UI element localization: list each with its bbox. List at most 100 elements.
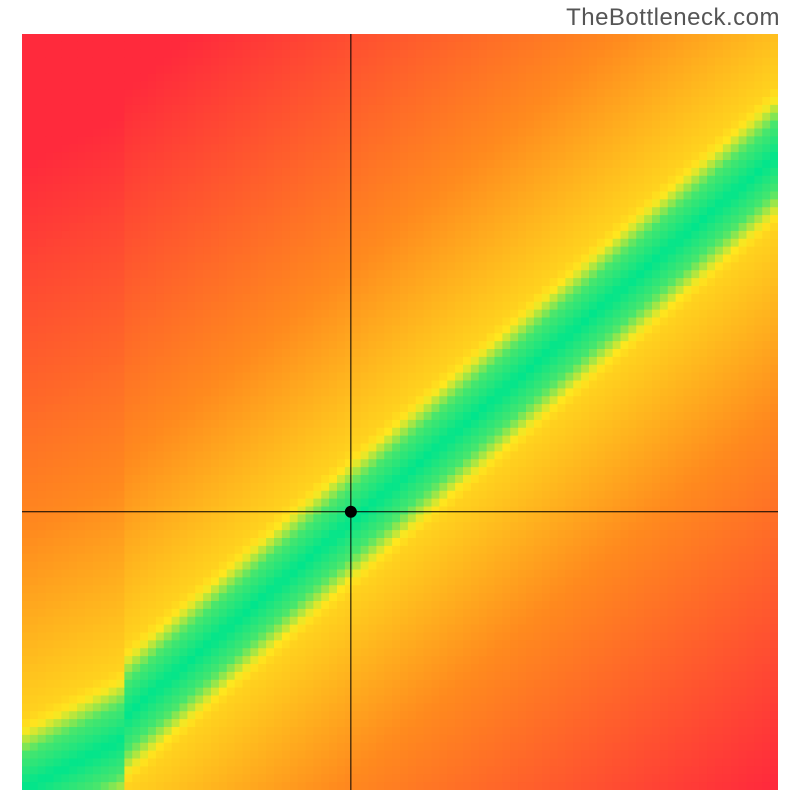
heatmap-cell: [770, 231, 778, 239]
heatmap-cell: [180, 81, 188, 89]
heatmap-cell: [298, 262, 306, 270]
heatmap-cell: [542, 262, 550, 270]
heatmap-cell: [400, 113, 408, 121]
heatmap-cell: [77, 341, 85, 349]
heatmap-cell: [243, 136, 251, 144]
heatmap-cell: [361, 121, 369, 129]
heatmap-cell: [274, 81, 282, 89]
heatmap-cell: [605, 129, 613, 137]
heatmap-cell: [518, 373, 526, 381]
heatmap-cell: [313, 373, 321, 381]
heatmap-cell: [526, 129, 534, 137]
heatmap-cell: [211, 262, 219, 270]
heatmap-cell: [542, 152, 550, 160]
heatmap-cell: [392, 333, 400, 341]
heatmap-cell: [747, 144, 755, 152]
heatmap-cell: [101, 231, 109, 239]
heatmap-cell: [762, 81, 770, 89]
heatmap-cell: [644, 310, 652, 318]
heatmap-cell: [376, 89, 384, 97]
heatmap-cell: [38, 231, 46, 239]
heatmap-cell: [534, 223, 542, 231]
heatmap-cell: [180, 381, 188, 389]
heatmap-cell: [762, 105, 770, 113]
heatmap-cell: [69, 152, 77, 160]
heatmap-cell: [699, 428, 707, 436]
heatmap-cell: [124, 247, 132, 255]
heatmap-cell: [282, 294, 290, 302]
heatmap-cell: [565, 341, 573, 349]
heatmap-cell: [376, 231, 384, 239]
heatmap-cell: [715, 436, 723, 444]
heatmap-cell: [597, 144, 605, 152]
heatmap-cell: [384, 215, 392, 223]
heatmap-cell: [487, 388, 495, 396]
heatmap-cell: [534, 231, 542, 239]
heatmap-cell: [203, 168, 211, 176]
heatmap-cell: [109, 262, 117, 270]
heatmap-cell: [54, 231, 62, 239]
heatmap-cell: [502, 199, 510, 207]
heatmap-cell: [699, 66, 707, 74]
heatmap-cell: [432, 373, 440, 381]
heatmap-cell: [69, 34, 77, 42]
heatmap-cell: [691, 278, 699, 286]
heatmap-cell: [211, 396, 219, 404]
heatmap-cell: [534, 318, 542, 326]
heatmap-cell: [597, 89, 605, 97]
heatmap-cell: [565, 168, 573, 176]
heatmap-cell: [565, 318, 573, 326]
heatmap-cell: [668, 349, 676, 357]
heatmap-cell: [353, 325, 361, 333]
heatmap-cell: [613, 412, 621, 420]
heatmap-cell: [455, 262, 463, 270]
heatmap-cell: [542, 436, 550, 444]
heatmap-cell: [156, 58, 164, 66]
heatmap-cell: [22, 184, 30, 192]
heatmap-cell: [518, 396, 526, 404]
heatmap-cell: [739, 231, 747, 239]
heatmap-cell: [660, 152, 668, 160]
heatmap-cell: [345, 168, 353, 176]
heatmap-cell: [140, 160, 148, 168]
heatmap-cell: [597, 404, 605, 412]
heatmap-cell: [140, 286, 148, 294]
heatmap-cell: [235, 255, 243, 263]
heatmap-cell: [739, 325, 747, 333]
heatmap-cell: [369, 436, 377, 444]
heatmap-cell: [621, 381, 629, 389]
heatmap-cell: [597, 286, 605, 294]
heatmap-cell: [369, 50, 377, 58]
heatmap-cell: [329, 176, 337, 184]
heatmap-cell: [61, 286, 69, 294]
heatmap-cell: [361, 105, 369, 113]
heatmap-cell: [495, 192, 503, 200]
heatmap-cell: [581, 176, 589, 184]
heatmap-cell: [313, 349, 321, 357]
heatmap-cell: [558, 349, 566, 357]
heatmap-cell: [101, 97, 109, 105]
heatmap-cell: [274, 357, 282, 365]
heatmap-cell: [85, 349, 93, 357]
heatmap-cell: [416, 42, 424, 50]
heatmap-cell: [361, 278, 369, 286]
heatmap-cell: [187, 270, 195, 278]
heatmap-cell: [605, 420, 613, 428]
heatmap-cell: [93, 105, 101, 113]
heatmap-cell: [38, 262, 46, 270]
heatmap-cell: [298, 97, 306, 105]
heatmap-cell: [392, 310, 400, 318]
heatmap-cell: [502, 66, 510, 74]
heatmap-cell: [589, 286, 597, 294]
heatmap-cell: [384, 176, 392, 184]
heatmap-cell: [203, 129, 211, 137]
heatmap-cell: [416, 89, 424, 97]
heatmap-cell: [219, 184, 227, 192]
heatmap-cell: [731, 420, 739, 428]
heatmap-cell: [61, 396, 69, 404]
heatmap-cell: [510, 66, 518, 74]
heatmap-cell: [652, 365, 660, 373]
heatmap-cell: [723, 66, 731, 74]
heatmap-cell: [589, 105, 597, 113]
heatmap-cell: [400, 239, 408, 247]
